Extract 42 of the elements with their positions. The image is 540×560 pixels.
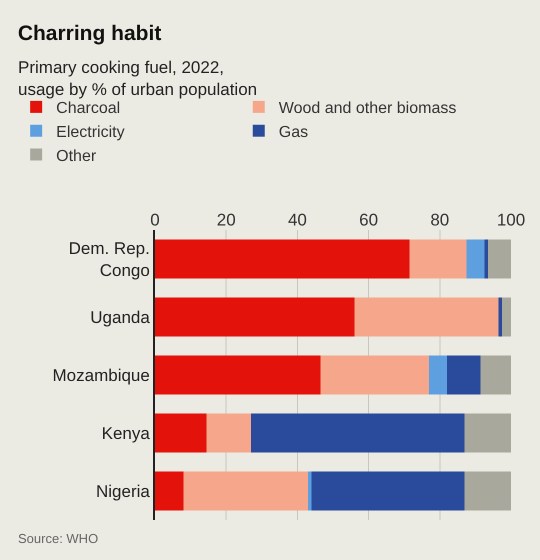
legend-label: Charcoal	[56, 100, 120, 118]
bar	[155, 471, 184, 511]
legend-label: Electricity	[56, 124, 125, 141]
bar	[464, 471, 511, 511]
chart-title: Charring habit	[18, 22, 162, 45]
bar	[155, 413, 207, 453]
y-tick-label: Kenya	[102, 424, 150, 443]
bar	[410, 239, 466, 279]
bar	[488, 239, 511, 279]
bar	[155, 239, 410, 279]
bar	[466, 239, 484, 279]
bar	[251, 413, 465, 453]
bar	[354, 297, 499, 337]
bar	[155, 355, 321, 395]
bar	[183, 471, 308, 511]
source-note: Source: WHO	[18, 531, 98, 546]
legend-label: Other	[56, 148, 97, 165]
y-tick-label: Dem. Rep. Congo	[68, 238, 150, 280]
bar	[206, 413, 252, 453]
y-tick-label: Uganda	[90, 308, 150, 327]
bar	[312, 471, 465, 511]
y-tick-label: Mozambique	[52, 366, 150, 385]
bar	[320, 355, 430, 395]
bar	[498, 297, 502, 337]
x-tick-label: 100	[496, 210, 526, 230]
bar	[480, 355, 511, 395]
chart-subtitle: Primary cooking fuel, 2022, usage by % of urban population	[18, 58, 258, 100]
bar	[308, 471, 312, 511]
y-tick-label: Nigeria	[96, 482, 150, 501]
bar	[484, 239, 488, 279]
x-tick-label: 20	[216, 210, 236, 230]
bar	[446, 355, 481, 395]
x-tick-label: 60	[359, 210, 378, 230]
legend-label: Wood and other biomass	[278, 100, 456, 118]
x-tick-label: 80	[430, 210, 450, 230]
bar	[429, 355, 447, 395]
x-tick-label: 0	[150, 210, 160, 230]
bar	[155, 297, 354, 337]
x-tick-label: 40	[288, 210, 307, 230]
bar	[502, 297, 511, 337]
legend-label: Gas	[278, 124, 308, 141]
bar	[464, 413, 511, 453]
